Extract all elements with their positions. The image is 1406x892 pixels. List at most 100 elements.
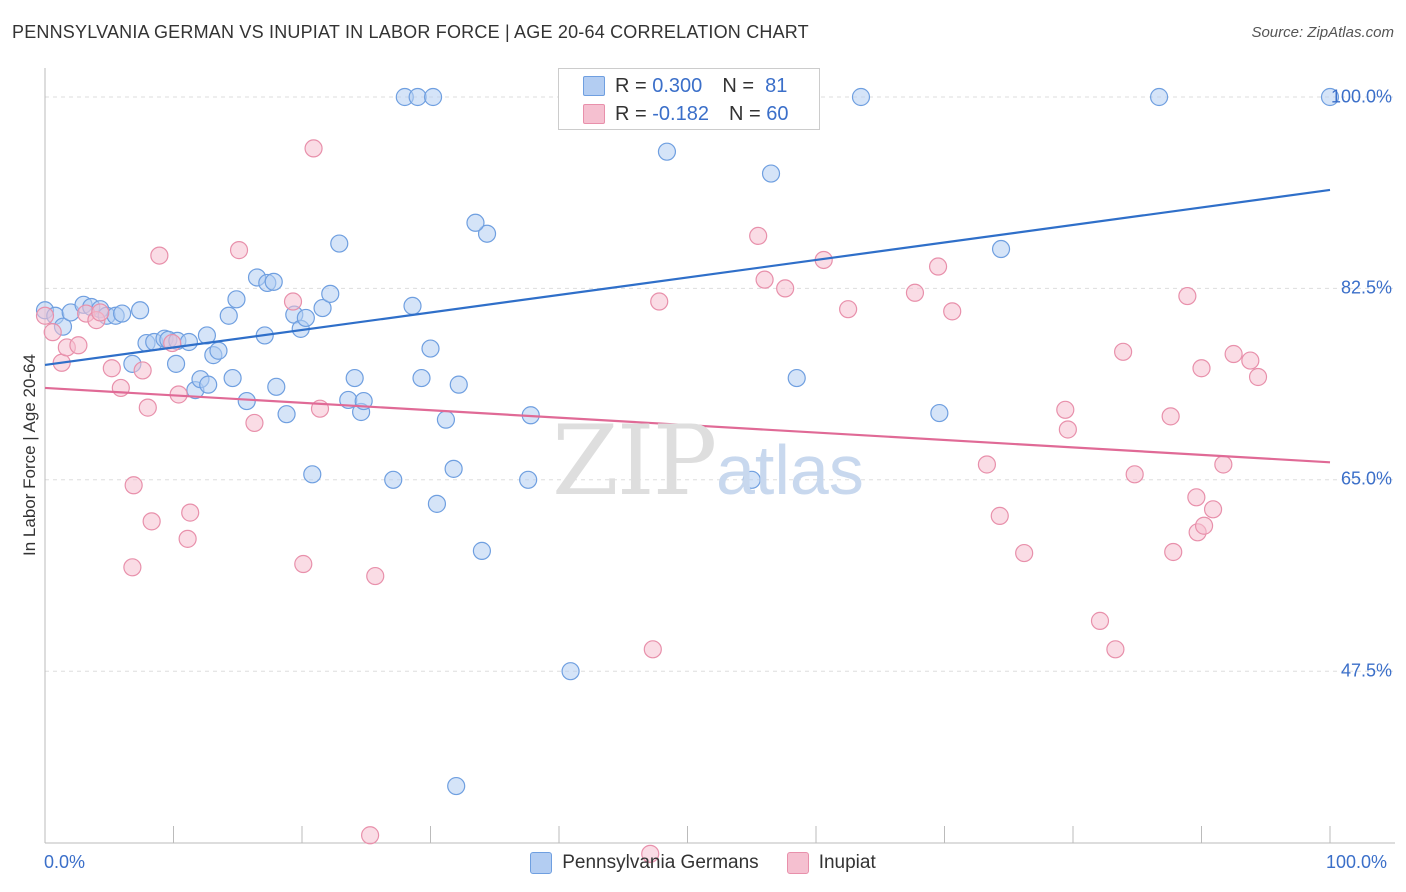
data-point-inupiat	[1106, 640, 1125, 659]
y-tick-label: 82.5%	[1340, 277, 1392, 298]
data-point-pennsylvania-germans	[199, 375, 218, 394]
data-point-inupiat	[124, 476, 143, 495]
data-point-pennsylvania-germans	[227, 290, 246, 309]
data-point-inupiat	[133, 361, 152, 380]
data-point-inupiat	[150, 246, 169, 265]
data-point-inupiat	[1241, 351, 1260, 370]
legend-row-pennsylvania-germans: R = 0.300 N = 81	[583, 73, 787, 99]
data-point-inupiat	[181, 503, 200, 522]
data-point-pennsylvania-germans	[447, 776, 466, 796]
data-point-pennsylvania-germans	[166, 354, 186, 373]
data-point-inupiat	[245, 413, 264, 433]
data-point-inupiat	[641, 844, 660, 863]
data-point-pennsylvania-germans	[742, 470, 761, 489]
pink-swatch-icon	[583, 104, 605, 124]
y-tick-label: 47.5%	[1340, 660, 1392, 681]
legend-label: Inupiat	[818, 852, 876, 873]
data-point-inupiat	[1056, 400, 1075, 419]
data-point-pennsylvania-germans	[209, 341, 228, 360]
data-point-inupiat	[1015, 543, 1034, 563]
data-point-pennsylvania-germans	[1320, 87, 1340, 107]
data-point-inupiat	[643, 640, 662, 659]
data-point-pennsylvania-germans	[277, 405, 296, 424]
r-value: -0.182	[652, 102, 709, 125]
data-point-pennsylvania-germans	[313, 298, 332, 318]
data-point-inupiat	[990, 506, 1009, 525]
data-point-pennsylvania-germans	[384, 470, 403, 489]
data-point-inupiat	[1178, 286, 1197, 306]
data-point-inupiat	[1125, 465, 1144, 484]
data-point-pennsylvania-germans	[436, 410, 456, 429]
trend-line-inupiat	[44, 386, 1331, 464]
data-point-pennsylvania-germans	[444, 459, 463, 478]
data-point-inupiat	[1224, 344, 1243, 364]
data-point-inupiat	[1058, 420, 1077, 439]
y-tick-label: 100.0%	[1330, 86, 1392, 107]
data-point-pennsylvania-germans	[466, 213, 485, 232]
data-point-inupiat	[102, 359, 121, 378]
chart-title: PENNSYLVANIA GERMAN VS INUPIAT IN LABOR …	[12, 22, 809, 42]
n-value: 60	[766, 102, 789, 125]
data-point-pennsylvania-germans	[472, 541, 491, 560]
data-point-pennsylvania-germans	[477, 224, 497, 243]
data-point-pennsylvania-germans	[423, 87, 443, 107]
legend-label: Pennsylvania Germans	[562, 852, 759, 873]
data-point-inupiat	[1187, 488, 1206, 507]
data-point-inupiat	[294, 554, 313, 574]
data-point-inupiat	[111, 378, 130, 398]
watermark-zip: ZIP	[552, 405, 717, 517]
data-point-inupiat	[977, 455, 997, 474]
data-point-pennsylvania-germans	[179, 332, 199, 352]
r-value: 0.300	[652, 74, 703, 97]
r-label: R =	[615, 102, 647, 125]
data-point-inupiat	[178, 529, 197, 548]
data-point-inupiat	[229, 241, 249, 260]
x-tick-label-min: 0.0%	[44, 852, 86, 872]
y-axis-label: In Labor Force | Age 20-64	[20, 354, 39, 556]
data-point-pennsylvania-germans	[112, 304, 132, 323]
data-point-pennsylvania-germans	[219, 306, 238, 325]
data-point-pennsylvania-germans	[787, 368, 806, 388]
data-point-inupiat	[943, 302, 962, 321]
data-point-pennsylvania-germans	[408, 87, 427, 107]
data-point-pennsylvania-germans	[657, 142, 677, 161]
data-point-pennsylvania-germans	[330, 234, 349, 253]
data-point-inupiat	[1194, 516, 1214, 535]
x-tick-label-max: 100.0%	[1326, 852, 1388, 872]
legend-item-inupiat[interactable]: Inupiat	[786, 852, 876, 874]
data-point-inupiat	[749, 226, 768, 246]
data-point-pennsylvania-germans	[421, 339, 440, 358]
data-point-pennsylvania-germans	[237, 391, 256, 411]
legend-item-pennsylvania-germans[interactable]: Pennsylvania Germans	[530, 852, 759, 874]
data-point-pennsylvania-germans	[345, 368, 364, 388]
n-value: 81	[765, 74, 788, 97]
pink-square-icon	[786, 852, 809, 874]
data-point-inupiat	[138, 398, 157, 417]
data-point-inupiat	[142, 512, 161, 531]
data-point-pennsylvania-germans	[267, 377, 286, 396]
data-point-inupiat	[1214, 455, 1233, 474]
data-point-pennsylvania-germans	[403, 296, 422, 315]
data-point-pennsylvania-germans	[412, 368, 431, 388]
data-point-pennsylvania-germans	[930, 403, 949, 423]
data-point-inupiat	[283, 292, 303, 311]
data-point-pennsylvania-germans	[851, 87, 871, 107]
blue-swatch-icon	[583, 76, 605, 96]
data-point-inupiat	[91, 303, 110, 322]
data-point-pennsylvania-germans	[303, 465, 322, 484]
r-label: R =	[615, 74, 647, 97]
data-point-inupiat	[1161, 407, 1180, 426]
data-point-pennsylvania-germans	[296, 308, 315, 328]
data-point-inupiat	[35, 306, 55, 325]
data-point-pennsylvania-germans	[223, 368, 242, 388]
data-point-pennsylvania-germans	[991, 239, 1011, 259]
legend-row-inupiat: R = -0.182 N = 60	[583, 101, 788, 127]
data-point-inupiat	[1114, 342, 1133, 361]
trend-line-pennsylvania-germans	[44, 188, 1331, 367]
data-point-pennsylvania-germans	[761, 164, 781, 183]
n-label: N =	[722, 74, 754, 97]
data-point-inupiat	[1192, 359, 1211, 378]
data-point-pennsylvania-germans	[1149, 87, 1169, 107]
data-point-inupiat	[839, 300, 858, 319]
